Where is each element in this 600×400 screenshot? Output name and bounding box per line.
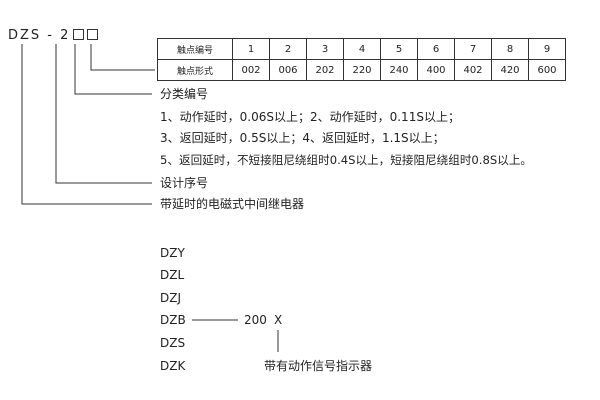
table-cell: 4 [343,38,381,60]
table-cell: 006 [269,59,307,81]
table-cell: 6 [417,38,455,60]
model-dzk: DZK [160,359,186,373]
table-cell: 420 [491,59,529,81]
model-dzy: DZY [160,246,185,260]
row-header: 触点形式 [157,59,233,81]
table-row-forms: 触点形式 002 006 202 220 240 400 402 420 600 [157,59,566,81]
connector-classification [74,44,152,95]
table-cell: 220 [343,59,381,81]
table-cell: 5 [380,38,418,60]
table-cell: 3 [306,38,344,60]
table-cell: 202 [306,59,344,81]
table-cell: 402 [454,59,492,81]
table-cell: 1 [232,38,270,60]
table-cell: 002 [232,59,270,81]
slot-box-2 [87,29,99,40]
classification-line-1: 1、动作延时，0.06S以上；2、动作延时，0.11S以上； [160,110,460,124]
model-code-prefix: DZS - 2 [8,28,71,43]
table-cell: 2 [269,38,307,60]
connector-relay-type [21,44,152,205]
indicator-note: 带有动作信号指示器 [264,359,373,373]
classification-label: 分类编号 [160,87,209,101]
table-cell: 400 [417,59,455,81]
slot-box-1 [73,29,85,40]
table-cell: 8 [491,38,529,60]
model-dzs: DZS [160,336,186,350]
model-dzb: DZB [160,313,186,327]
model-dzj: DZJ [160,291,181,305]
suffix-number: 200 [244,313,267,327]
table-cell: 240 [380,59,418,81]
connector-design-serial [55,44,152,184]
relay-type-label: 带延时的电磁式中间继电器 [160,197,305,211]
table-cell: 9 [528,38,566,60]
model-code: DZS - 2 [8,28,99,43]
contact-table: 触点编号 1 2 3 4 5 6 7 8 9 触点形式 002 006 202 … [157,38,566,81]
table-cell: 7 [454,38,492,60]
suffix-letter: X [274,313,283,327]
table-row-numbers: 触点编号 1 2 3 4 5 6 7 8 9 [157,38,566,60]
classification-line-3: 5、返回延时，不短接阻尼绕组时0.4S以上，短接阻尼绕组时0.8S以上。 [160,153,533,167]
classification-line-2: 3、返回延时，0.5S以上；4、返回延时，1.1S以上； [160,131,445,145]
row-header: 触点编号 [157,38,233,60]
connector-contact-form [90,44,155,71]
table-cell: 600 [528,59,566,81]
design-serial-label: 设计序号 [160,176,209,190]
model-dzl: DZL [160,268,185,282]
